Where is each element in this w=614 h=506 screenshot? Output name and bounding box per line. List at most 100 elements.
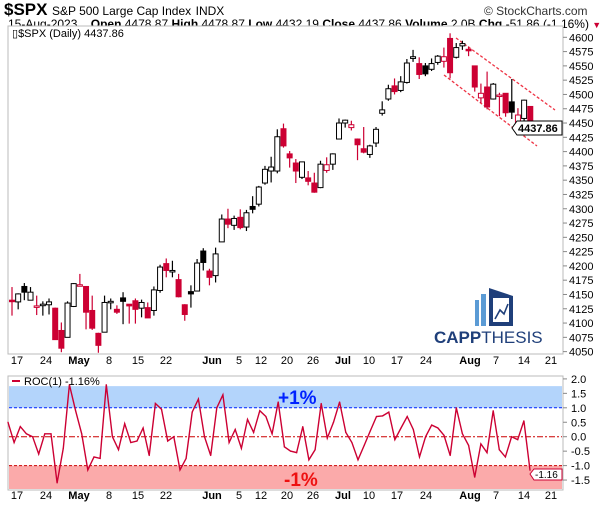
candle bbox=[416, 57, 423, 80]
candle bbox=[163, 258, 170, 278]
candle-body bbox=[447, 37, 454, 74]
candle-body bbox=[9, 299, 15, 303]
roc-point bbox=[142, 427, 144, 429]
date-label: 26 bbox=[307, 490, 319, 502]
candle bbox=[52, 307, 59, 341]
date-label: 17 bbox=[391, 490, 403, 502]
candle-body bbox=[70, 283, 77, 307]
roc-point bbox=[81, 433, 83, 435]
candle-body bbox=[200, 250, 207, 263]
candle-body bbox=[163, 263, 170, 271]
roc-point bbox=[228, 441, 230, 444]
candle-body bbox=[157, 266, 164, 291]
candle bbox=[243, 209, 250, 232]
candle-body bbox=[218, 218, 225, 243]
candle-body bbox=[434, 55, 441, 63]
candle-body bbox=[459, 43, 466, 47]
candle bbox=[15, 293, 22, 310]
roc-point bbox=[498, 449, 500, 451]
roc-point bbox=[363, 444, 365, 446]
logo-text: CAPPTHESIS bbox=[434, 328, 543, 347]
price-panel-frame bbox=[7, 25, 564, 355]
candle bbox=[477, 83, 484, 104]
candle-body bbox=[113, 308, 120, 313]
roc-point bbox=[68, 384, 71, 386]
candle bbox=[70, 283, 77, 308]
candle bbox=[403, 59, 410, 84]
candle bbox=[89, 295, 96, 330]
candle bbox=[298, 161, 305, 180]
price-tick-label: 4275 bbox=[569, 218, 593, 230]
candle bbox=[194, 259, 201, 292]
upper-band bbox=[9, 386, 562, 408]
lower-band-label: -1% bbox=[284, 470, 318, 491]
date-label: May bbox=[68, 355, 90, 367]
lower-band bbox=[9, 465, 562, 489]
roc-point bbox=[167, 440, 169, 442]
roc-point bbox=[418, 456, 421, 458]
roc-point bbox=[19, 425, 21, 428]
date-label: 24 bbox=[40, 355, 52, 367]
roc-point bbox=[382, 415, 384, 417]
candle bbox=[206, 268, 213, 286]
candle bbox=[397, 76, 404, 93]
roc-point bbox=[326, 437, 328, 439]
roc-point bbox=[185, 457, 187, 459]
roc-point bbox=[339, 401, 341, 403]
date-label: 15 bbox=[132, 355, 144, 367]
roc-point bbox=[99, 457, 101, 459]
date-label: 5 bbox=[236, 355, 242, 367]
candle bbox=[391, 78, 398, 95]
roc-tick-label: 0.0 bbox=[571, 432, 586, 444]
roc-point bbox=[197, 398, 199, 400]
roc-point bbox=[148, 454, 150, 457]
candle bbox=[280, 123, 287, 148]
roc-tick-label: -1.0 bbox=[571, 461, 590, 473]
candle-body bbox=[15, 293, 22, 303]
roc-point bbox=[283, 446, 285, 448]
candle bbox=[484, 71, 491, 110]
candle-body bbox=[440, 56, 447, 62]
candle-body bbox=[249, 205, 256, 210]
candle-body bbox=[292, 162, 299, 172]
price-tick-label: 4575 bbox=[569, 47, 593, 59]
roc-legend: ROC(1) -1.16% bbox=[12, 376, 100, 388]
roc-point bbox=[289, 450, 292, 452]
roc-point bbox=[44, 433, 46, 435]
candle bbox=[150, 286, 157, 316]
candle-body bbox=[317, 163, 324, 189]
candle-body bbox=[187, 291, 194, 295]
date-label: 17 bbox=[11, 490, 23, 502]
roc-point bbox=[31, 436, 34, 438]
roc-tick-label: -0.5 bbox=[571, 446, 590, 458]
candle-body bbox=[379, 109, 386, 114]
candle-body bbox=[58, 329, 65, 349]
candle bbox=[231, 215, 238, 230]
roc-point bbox=[492, 410, 494, 412]
price-tick-label: 4475 bbox=[569, 104, 593, 116]
candle bbox=[132, 298, 139, 324]
roc-point bbox=[130, 441, 132, 444]
date-label: 7 bbox=[493, 490, 499, 502]
roc-point bbox=[87, 469, 89, 471]
roc-point bbox=[265, 415, 267, 418]
candle bbox=[348, 120, 355, 131]
upper-band-label: +1% bbox=[278, 388, 317, 409]
channel-upper-line bbox=[455, 37, 556, 111]
roc-point bbox=[400, 427, 402, 429]
candle-body bbox=[397, 81, 404, 91]
candle bbox=[21, 283, 28, 301]
candle-body bbox=[403, 62, 410, 83]
roc-point bbox=[320, 402, 322, 405]
candle bbox=[64, 301, 71, 338]
svg-text:4437.86: 4437.86 bbox=[518, 123, 558, 135]
chart-title: $SPX S&P 500 Large Cap Index INDX bbox=[4, 0, 224, 20]
roc-point bbox=[173, 436, 175, 438]
roc-line bbox=[7, 384, 531, 484]
candle bbox=[323, 157, 330, 173]
candle-body bbox=[416, 63, 423, 75]
price-tick-label: 4125 bbox=[569, 304, 593, 316]
candle-body bbox=[21, 285, 28, 293]
candle-body bbox=[305, 177, 312, 182]
candle-body bbox=[521, 99, 528, 119]
